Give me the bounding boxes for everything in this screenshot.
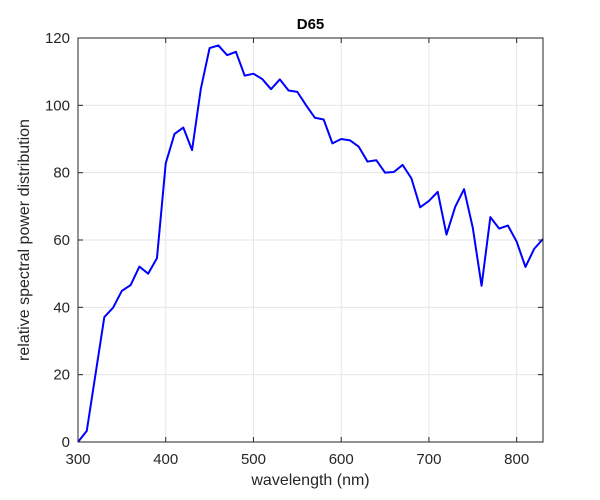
- x-tick-label: 600: [329, 451, 354, 468]
- x-tick-label: 800: [504, 451, 529, 468]
- x-tick-labels: 300 400 500 600 700 800: [65, 451, 529, 468]
- y-tick-label: 60: [53, 232, 70, 249]
- series-line-d65: [77, 44, 544, 443]
- y-tick-label: 120: [45, 30, 70, 47]
- x-tick-label: 400: [153, 451, 178, 468]
- y-tick-labels: 0 20 40 60 80 100 120: [45, 30, 70, 451]
- y-tick-label: 80: [53, 165, 70, 182]
- y-tick-label: 0: [62, 434, 70, 451]
- y-tick-label: 20: [53, 367, 70, 384]
- y-tick-label: 100: [45, 97, 70, 114]
- x-tick-label: 300: [65, 451, 90, 468]
- x-axis-title: wavelength (nm): [250, 472, 369, 489]
- y-tick-label: 40: [53, 299, 70, 316]
- y-axis-title: relative spectral power distribution: [16, 119, 33, 361]
- x-tick-label: 700: [416, 451, 441, 468]
- axis-ticks: [77, 37, 543, 443]
- x-tick-label: 500: [241, 451, 266, 468]
- chart-title: D65: [297, 16, 325, 33]
